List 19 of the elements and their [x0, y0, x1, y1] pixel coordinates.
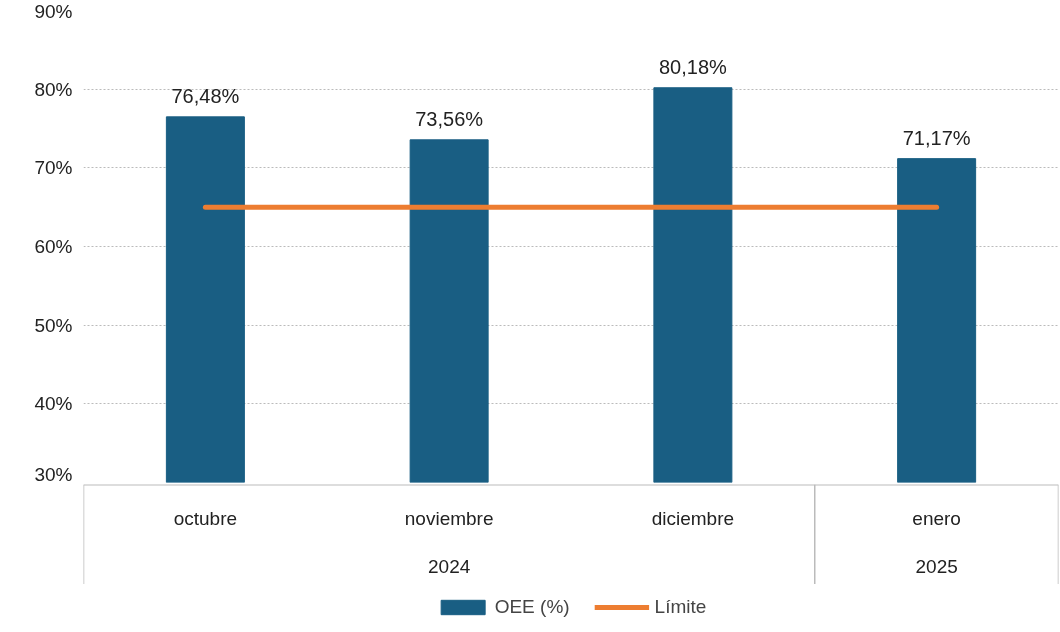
data-label: 80,18% [658, 55, 728, 78]
y-tick-label: 80% [34, 78, 73, 100]
x-tick-label: octubre [173, 508, 238, 529]
x-tick-label: diciembre [651, 508, 735, 529]
y-tick-label: 30% [34, 463, 73, 485]
data-label: 71,17% [902, 126, 971, 149]
text: 2025 [915, 556, 958, 577]
text: 2024 [427, 556, 471, 577]
y-tick-label: 60% [34, 236, 73, 257]
y-tick-label: 40% [34, 393, 73, 415]
y-tick-label: 50% [34, 314, 73, 336]
x-tick-label: noviembre [404, 508, 494, 529]
y-tick-label: 70% [34, 157, 73, 179]
x-tick-label: enero [912, 508, 961, 529]
legend-label: OEE (%) [494, 596, 570, 618]
data-label: 73,56% [415, 107, 484, 130]
y-tick-label: 90% [34, 0, 73, 22]
legend-label: Límite [654, 596, 707, 618]
data-label: 76,48% [171, 84, 240, 107]
